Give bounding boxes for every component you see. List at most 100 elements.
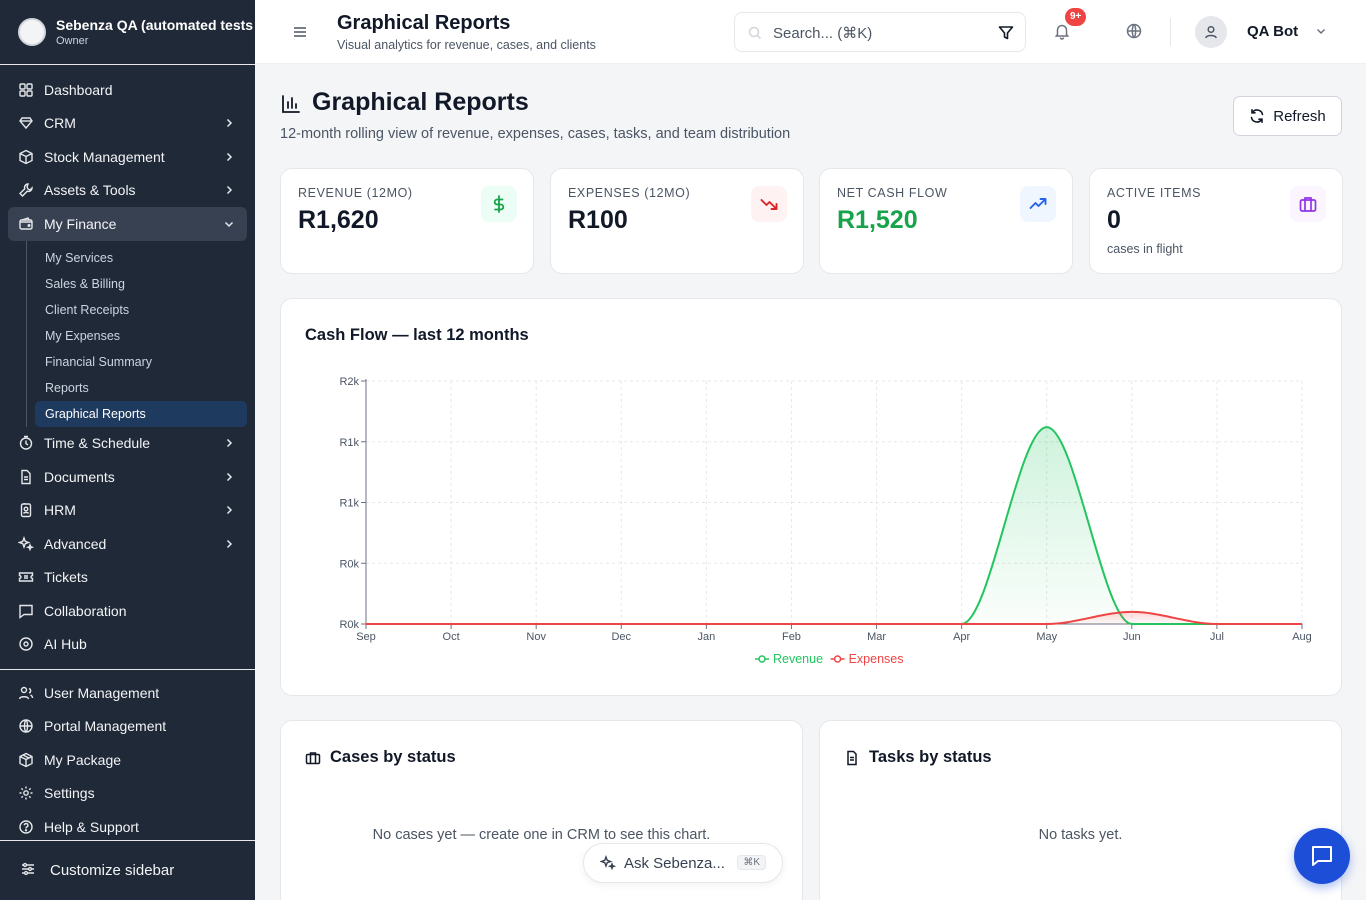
chat-icon <box>1312 846 1332 866</box>
sidebar-item-my-finance[interactable]: My Finance <box>8 207 247 241</box>
x-tick-label: Nov <box>526 631 546 643</box>
subnav-item-reports[interactable]: Reports <box>45 380 89 395</box>
kpi-label: REVENUE (12MO) <box>298 186 413 200</box>
sidebar-item-crm[interactable]: CRM <box>0 107 255 141</box>
chevron-down-icon <box>224 221 234 227</box>
y-tick-label: R1k <box>339 498 359 510</box>
y-tick-label: R0k <box>339 558 359 570</box>
chevron-down-icon[interactable] <box>1315 25 1327 37</box>
ask-assistant-button[interactable]: Ask Sebenza... ⌘K <box>583 843 783 883</box>
wrench-icon <box>18 182 34 198</box>
header-subtitle: Visual analytics for revenue, cases, and… <box>337 38 596 52</box>
workspace-role: Owner <box>56 35 89 47</box>
x-tick-label: Jun <box>1123 631 1141 643</box>
sidebar-item-ai-hub[interactable]: AI Hub <box>0 628 255 662</box>
sidebar-item-dashboard[interactable]: Dashboard <box>0 73 255 107</box>
subnav-item-my-services[interactable]: My Services <box>45 250 114 265</box>
kpi-card-active-items: ACTIVE ITEMS 0 cases in flight <box>1089 168 1343 274</box>
customize-sidebar-label: Customize sidebar <box>50 862 175 879</box>
chevron-right-icon <box>226 152 233 161</box>
sidebar-item-label: Time & Schedule <box>44 435 151 452</box>
x-tick-label: Apr <box>953 631 970 643</box>
sidebar-item-portal-management[interactable]: Portal Management <box>0 710 255 744</box>
clipboard-icon <box>844 750 860 766</box>
tasks-by-status-card: Tasks by status No tasks yet. <box>819 720 1342 900</box>
user-icon <box>1205 25 1217 39</box>
sidebar-item-time-schedule[interactable]: Time & Schedule <box>0 427 255 461</box>
kpi-label: NET CASH FLOW <box>837 186 948 200</box>
sidebar-item-advanced[interactable]: Advanced <box>0 527 255 561</box>
search-input[interactable] <box>773 21 973 45</box>
sidebar-item-tickets[interactable]: Tickets <box>0 561 255 595</box>
sidebar-item-hrm[interactable]: HRM <box>0 494 255 528</box>
trending-up-icon <box>1020 186 1056 222</box>
sidebar: Sebenza QA (automated tests Owner Dashbo… <box>0 0 255 900</box>
sidebar-item-assets-tools[interactable]: Assets & Tools <box>0 174 255 208</box>
sidebar-item-label: User Management <box>44 684 160 701</box>
notification-badge: 9+ <box>1065 8 1087 26</box>
user-name[interactable]: QA Bot <box>1247 23 1299 40</box>
sidebar-item-label: AI Hub <box>44 636 87 653</box>
gear-icon <box>18 785 34 801</box>
x-tick-label: Aug <box>1292 631 1312 643</box>
sidebar-item-my-package[interactable]: My Package <box>0 743 255 777</box>
sidebar-item-user-management[interactable]: User Management <box>0 676 255 710</box>
sidebar-item-settings[interactable]: Settings <box>0 777 255 811</box>
ticket-icon <box>18 569 34 585</box>
refresh-label: Refresh <box>1273 107 1326 125</box>
cases-card-title: Cases by status <box>330 748 456 766</box>
subnav-item-sales-billing[interactable]: Sales & Billing <box>45 276 125 291</box>
tasks-empty-message: No tasks yet. <box>1038 827 1123 843</box>
kpi-label: EXPENSES (12MO) <box>568 186 691 200</box>
briefcase-icon <box>305 750 321 766</box>
chevron-right-icon <box>226 539 233 548</box>
bell-icon[interactable] <box>1053 22 1071 40</box>
briefcase-icon <box>1290 186 1326 222</box>
sidebar-item-stock-management[interactable]: Stock Management <box>0 140 255 174</box>
avatar[interactable] <box>1195 16 1227 48</box>
sidebar-item-collaboration[interactable]: Collaboration <box>0 594 255 628</box>
series-line-revenue <box>365 426 1302 625</box>
y-tick-label: R0k <box>339 619 359 631</box>
crm-icon <box>18 115 34 131</box>
bot-icon <box>18 636 34 652</box>
subnav-item-my-expenses[interactable]: My Expenses <box>45 328 121 343</box>
x-tick-label: Sep <box>356 631 376 643</box>
customize-sidebar-button[interactable]: Customize sidebar <box>0 840 255 900</box>
cases-empty-message: No cases yet — create one in CRM to see … <box>372 827 711 843</box>
filter-icon[interactable] <box>997 24 1015 42</box>
sidebar-item-help-support[interactable]: Help & Support <box>0 810 255 844</box>
kpi-value: 0 <box>1107 206 1121 234</box>
ask-shortcut-hint: ⌘K <box>737 855 766 870</box>
chevron-right-icon <box>226 472 233 481</box>
subnav-item-graphical-reports[interactable]: Graphical Reports <box>35 400 247 427</box>
refresh-button[interactable]: Refresh <box>1233 96 1342 136</box>
top-bar: Graphical Reports Visual analytics for r… <box>255 0 1366 64</box>
sparkles-icon <box>18 535 34 552</box>
series-line-expenses <box>365 610 1302 625</box>
dashboard-icon <box>18 82 34 98</box>
kpi-card-expenses: EXPENSES (12MO) R100 <box>550 168 804 274</box>
sliders-icon <box>20 861 36 881</box>
sidebar-item-label: HRM <box>44 502 76 519</box>
x-tick-label: Jul <box>1210 631 1224 643</box>
header-title: Graphical Reports <box>337 12 511 34</box>
x-tick-label: Jan <box>697 631 715 643</box>
sidebar-item-documents[interactable]: Documents <box>0 460 255 494</box>
language-globe-icon[interactable] <box>1125 22 1143 40</box>
search-box <box>734 12 1026 52</box>
sidebar-item-label: Documents <box>44 468 115 485</box>
subnav-item-financial-summary[interactable]: Financial Summary <box>45 354 152 369</box>
sidebar-item-label: Dashboard <box>44 81 113 98</box>
workspace-switcher[interactable]: Sebenza QA (automated tests Owner <box>0 0 255 65</box>
series-area-expenses <box>366 611 1302 624</box>
sidebar-divider <box>0 669 255 670</box>
subnav-item-client-receipts[interactable]: Client Receipts <box>45 302 130 317</box>
chart-title: Cash Flow — last 12 months <box>305 326 529 344</box>
legend-marker-revenue <box>758 655 766 663</box>
menu-icon[interactable] <box>292 24 308 40</box>
sidebar-item-label: CRM <box>44 115 76 132</box>
kpi-value: R1,520 <box>837 206 918 234</box>
chat-launcher-button[interactable] <box>1294 828 1350 884</box>
sparkles-icon <box>600 855 616 871</box>
